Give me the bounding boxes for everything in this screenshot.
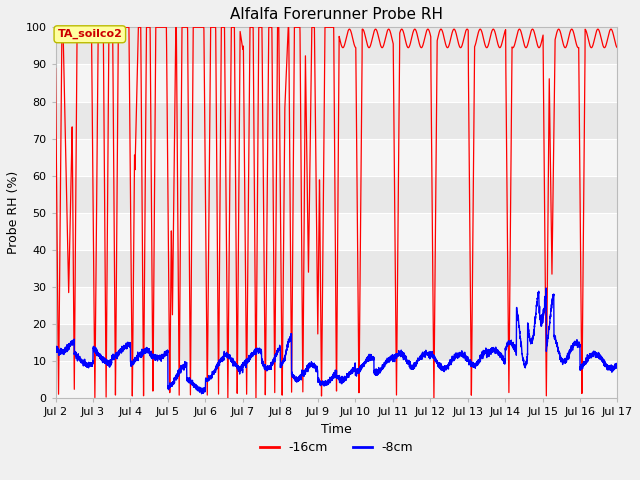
X-axis label: Time: Time bbox=[321, 423, 352, 436]
Legend: -16cm, -8cm: -16cm, -8cm bbox=[255, 436, 419, 459]
Title: Alfalfa Forerunner Probe RH: Alfalfa Forerunner Probe RH bbox=[230, 7, 443, 22]
Text: TA_soilco2: TA_soilco2 bbox=[58, 29, 122, 39]
Bar bbox=[56, 287, 618, 324]
Bar bbox=[56, 361, 618, 398]
Bar bbox=[56, 64, 618, 101]
Y-axis label: Probe RH (%): Probe RH (%) bbox=[7, 171, 20, 254]
Bar bbox=[56, 213, 618, 250]
Bar bbox=[56, 139, 618, 176]
